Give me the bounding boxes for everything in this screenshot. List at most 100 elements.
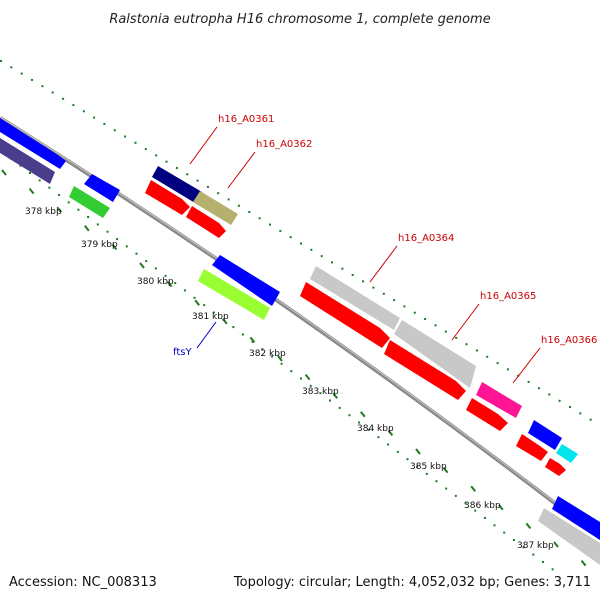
outer-guide-dot xyxy=(227,198,230,201)
gene-label-h16-a0361[interactable]: h16_A0361 xyxy=(218,114,274,125)
outer-guide-dot xyxy=(579,412,582,415)
feature-cds-silver-a0364[interactable] xyxy=(310,266,400,330)
scale-tick-label: 383 kbp xyxy=(302,387,339,397)
feature-cds-blue-bottom[interactable] xyxy=(552,496,600,540)
scale-tick-mark xyxy=(166,280,173,288)
scale-tick-mark xyxy=(304,373,311,381)
map-title: Ralstonia eutropha H16 chromosome 1, com… xyxy=(109,12,490,27)
inner-guide-dot xyxy=(541,561,544,563)
gene-label-h16-a0365[interactable]: h16_A0365 xyxy=(480,291,536,302)
scale-tick-mark xyxy=(525,522,532,530)
scale-tick-mark xyxy=(194,299,200,306)
inner-guide-dot xyxy=(145,260,148,263)
inner-guide-dot xyxy=(512,539,515,541)
inner-guide-dot xyxy=(232,326,235,329)
inner-guide-dot xyxy=(493,524,496,527)
scale-tick-mark xyxy=(498,504,504,511)
leader-line-ftsy xyxy=(196,321,217,349)
inner-guide-dot xyxy=(435,480,438,483)
inner-guide-dot xyxy=(58,194,61,196)
outer-guide-dot xyxy=(362,280,365,283)
feature-cds-blue-ftsy-neighbor[interactable] xyxy=(212,255,280,306)
outer-guide-dot xyxy=(465,343,468,346)
gene-label-h16-a0362[interactable]: h16_A0362 xyxy=(256,139,312,150)
gene-label-ftsy[interactable]: ftsY xyxy=(173,347,192,358)
outer-guide-dot xyxy=(31,78,33,81)
inner-guide-dot xyxy=(377,436,380,439)
outer-guide-dot xyxy=(300,242,302,245)
outer-guide-dot xyxy=(475,349,478,352)
inner-guide-dot xyxy=(329,399,331,402)
scale-tick-label: 384 kbp xyxy=(357,424,394,434)
scale-tick-marks xyxy=(1,169,587,567)
feature-cds-red-short-b[interactable] xyxy=(545,458,566,476)
feature-cds-silver-a0365[interactable] xyxy=(394,320,476,388)
outer-guide-dot xyxy=(186,173,189,176)
feature-cds-blue[interactable] xyxy=(0,118,66,169)
feature-cds-red-short-a[interactable] xyxy=(516,434,548,461)
feature-cds-red-long[interactable] xyxy=(300,282,390,348)
feature-cds-cyan[interactable] xyxy=(556,444,578,463)
leader-line-a0364 xyxy=(369,245,398,283)
outer-guide-dot xyxy=(486,355,489,358)
inner-guide-dot xyxy=(522,546,525,549)
outer-guide-dot xyxy=(537,387,540,390)
outer-guide-dot xyxy=(258,217,261,220)
outer-guide-dot xyxy=(320,255,323,258)
inner-guide-dot xyxy=(125,245,128,248)
scale-tick-mark xyxy=(553,541,559,548)
feature-cds-red-mid[interactable] xyxy=(466,398,508,431)
feature-cds-khaki-a0362[interactable] xyxy=(193,191,238,225)
leader-line-a0365 xyxy=(451,303,480,341)
scale-tick-label: 378 kbp xyxy=(25,207,62,217)
gene-label-h16-a0364[interactable]: h16_A0364 xyxy=(398,233,454,244)
feature-cds-navy[interactable] xyxy=(152,166,202,203)
inner-guide-dot xyxy=(290,370,293,373)
inner-guide-dot xyxy=(319,392,322,395)
outer-guide-dot xyxy=(569,406,571,409)
inner-guide-dot xyxy=(474,509,477,512)
leader-line-a0362 xyxy=(227,151,256,189)
scale-tick-mark xyxy=(442,466,449,474)
feature-cds-lime-ftsy[interactable] xyxy=(198,269,270,320)
scale-tick-mark xyxy=(332,392,338,399)
scale-tick-mark xyxy=(387,429,394,437)
inner-guide-dot xyxy=(532,553,535,556)
scale-tick-mark xyxy=(222,318,228,325)
scale-tick-mark xyxy=(1,169,7,176)
scale-tick-mark xyxy=(415,448,421,455)
feature-cds-red-a0361[interactable] xyxy=(145,180,190,215)
feature-cds-blue-small-a[interactable] xyxy=(528,420,562,450)
inner-guide-dot xyxy=(106,230,109,233)
inner-guide-dot xyxy=(551,568,554,571)
feature-cds-silver-bottom[interactable] xyxy=(538,508,600,565)
feature-cds-small-blue[interactable] xyxy=(84,174,120,202)
outer-guide-dot xyxy=(279,229,282,232)
outer-guide-dot xyxy=(496,362,499,365)
scale-tick-label: 382 kbp xyxy=(249,349,286,359)
scale-tick-mark xyxy=(111,243,118,251)
feature-cds-red-a0364[interactable] xyxy=(384,340,466,400)
inner-guide-dot xyxy=(338,406,341,409)
inner-guide-dot xyxy=(251,340,254,343)
inner-guide-dot xyxy=(77,208,80,211)
outer-guide-dot xyxy=(93,116,96,119)
inner-guide-dot xyxy=(464,502,467,505)
inner-guide-dot xyxy=(280,362,283,365)
outer-guide-dot xyxy=(413,311,416,314)
outer-guide-dot xyxy=(41,85,44,88)
gene-label-h16-a0366[interactable]: h16_A0366 xyxy=(541,335,597,346)
feature-cds-red-small[interactable] xyxy=(186,206,226,238)
outer-guide-dot xyxy=(341,267,344,270)
inner-guide-dot xyxy=(406,458,409,461)
feature-cds-magenta-a0366[interactable] xyxy=(476,382,522,418)
genome-summary-label: Topology: circular; Length: 4,052,032 bp… xyxy=(233,575,591,590)
inner-guide-dot xyxy=(29,172,31,174)
feature-cds-green[interactable] xyxy=(69,186,110,218)
outer-guide-dot xyxy=(548,393,551,396)
inner-guide-dot xyxy=(241,333,244,336)
feature-cds-purple[interactable] xyxy=(0,138,55,184)
outer-guide-dot xyxy=(124,135,127,138)
outer-guide-dot xyxy=(331,261,333,264)
